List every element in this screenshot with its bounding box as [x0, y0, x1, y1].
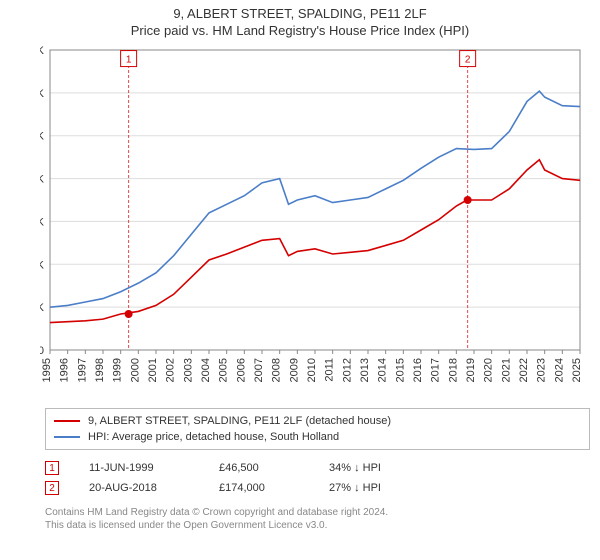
legend-swatch: [54, 436, 80, 438]
event-row: 1 11-JUN-1999 £46,500 34% ↓ HPI: [45, 458, 590, 478]
svg-text:2016: 2016: [412, 358, 424, 382]
svg-text:£0: £0: [40, 345, 44, 357]
event-price: £46,500: [219, 462, 299, 474]
svg-text:2010: 2010: [306, 358, 318, 382]
svg-text:2021: 2021: [500, 358, 512, 382]
event-date: 11-JUN-1999: [89, 462, 189, 474]
footer: Contains HM Land Registry data © Crown c…: [45, 506, 590, 532]
svg-text:£350K: £350K: [40, 45, 45, 57]
svg-text:2001: 2001: [147, 358, 159, 382]
svg-text:2003: 2003: [182, 358, 194, 382]
svg-text:1995: 1995: [41, 358, 53, 382]
svg-text:2017: 2017: [430, 358, 442, 382]
svg-text:1999: 1999: [112, 358, 124, 382]
event-marker: 1: [45, 461, 59, 475]
svg-text:1997: 1997: [76, 358, 88, 382]
svg-text:2002: 2002: [165, 358, 177, 382]
svg-text:2018: 2018: [447, 358, 459, 382]
svg-text:2019: 2019: [465, 358, 477, 382]
event-marker: 2: [45, 481, 59, 495]
svg-text:2011: 2011: [324, 358, 336, 382]
event-row: 2 20-AUG-2018 £174,000 27% ↓ HPI: [45, 478, 590, 498]
svg-text:2005: 2005: [218, 358, 230, 382]
legend-swatch: [54, 420, 80, 422]
event-price: £174,000: [219, 482, 299, 494]
svg-text:2000: 2000: [129, 358, 141, 382]
footer-line-2: This data is licensed under the Open Gov…: [45, 519, 590, 532]
title-main: 9, ALBERT STREET, SPALDING, PE11 2LF: [0, 6, 600, 21]
event-date: 20-AUG-2018: [89, 482, 189, 494]
svg-text:2014: 2014: [377, 358, 389, 382]
title-block: 9, ALBERT STREET, SPALDING, PE11 2LF Pri…: [0, 0, 600, 40]
svg-text:2013: 2013: [359, 358, 371, 382]
svg-text:£300K: £300K: [40, 88, 45, 100]
price-chart: £0 £50K £100K £150K £200K £250K £300K £350K 1995…: [40, 40, 600, 400]
legend: 9, ALBERT STREET, SPALDING, PE11 2LF (de…: [45, 408, 590, 450]
legend-label: 9, ALBERT STREET, SPALDING, PE11 2LF (de…: [88, 415, 391, 427]
chart-container: £0 £50K £100K £150K £200K £250K £300K £350K 1995…: [40, 40, 600, 400]
legend-item: HPI: Average price, detached house, Sout…: [54, 429, 581, 445]
svg-text:2020: 2020: [483, 358, 495, 382]
events-table: 1 11-JUN-1999 £46,500 34% ↓ HPI 2 20-AUG-2018…: [45, 458, 590, 498]
svg-text:2008: 2008: [271, 358, 283, 382]
footer-line-1: Contains HM Land Registry data © Crown c…: [45, 506, 590, 519]
svg-text:2007: 2007: [253, 358, 265, 382]
svg-text:2012: 2012: [341, 358, 353, 382]
legend-label: HPI: Average price, detached house, Sout…: [88, 431, 339, 443]
svg-text:2024: 2024: [553, 358, 565, 382]
svg-text:£50K: £50K: [40, 302, 45, 314]
svg-text:1998: 1998: [94, 358, 106, 382]
svg-text:2009: 2009: [288, 358, 300, 382]
title-sub: Price paid vs. HM Land Registry's House …: [0, 23, 600, 38]
svg-text:2025: 2025: [571, 358, 583, 382]
svg-text:1: 1: [126, 55, 132, 66]
svg-text:£250K: £250K: [40, 131, 45, 143]
svg-text:£150K: £150K: [40, 216, 45, 228]
legend-item: 9, ALBERT STREET, SPALDING, PE11 2LF (de…: [54, 413, 581, 429]
svg-text:2015: 2015: [394, 358, 406, 382]
svg-text:£200K: £200K: [40, 174, 45, 186]
event-note: 27% ↓ HPI: [329, 482, 590, 494]
svg-text:2004: 2004: [200, 358, 212, 382]
svg-text:£100K: £100K: [40, 259, 45, 271]
svg-text:2: 2: [465, 55, 471, 66]
svg-text:1996: 1996: [59, 358, 71, 382]
svg-text:2006: 2006: [235, 358, 247, 382]
svg-text:2022: 2022: [518, 358, 530, 382]
event-note: 34% ↓ HPI: [329, 462, 590, 474]
svg-text:2023: 2023: [536, 358, 548, 382]
